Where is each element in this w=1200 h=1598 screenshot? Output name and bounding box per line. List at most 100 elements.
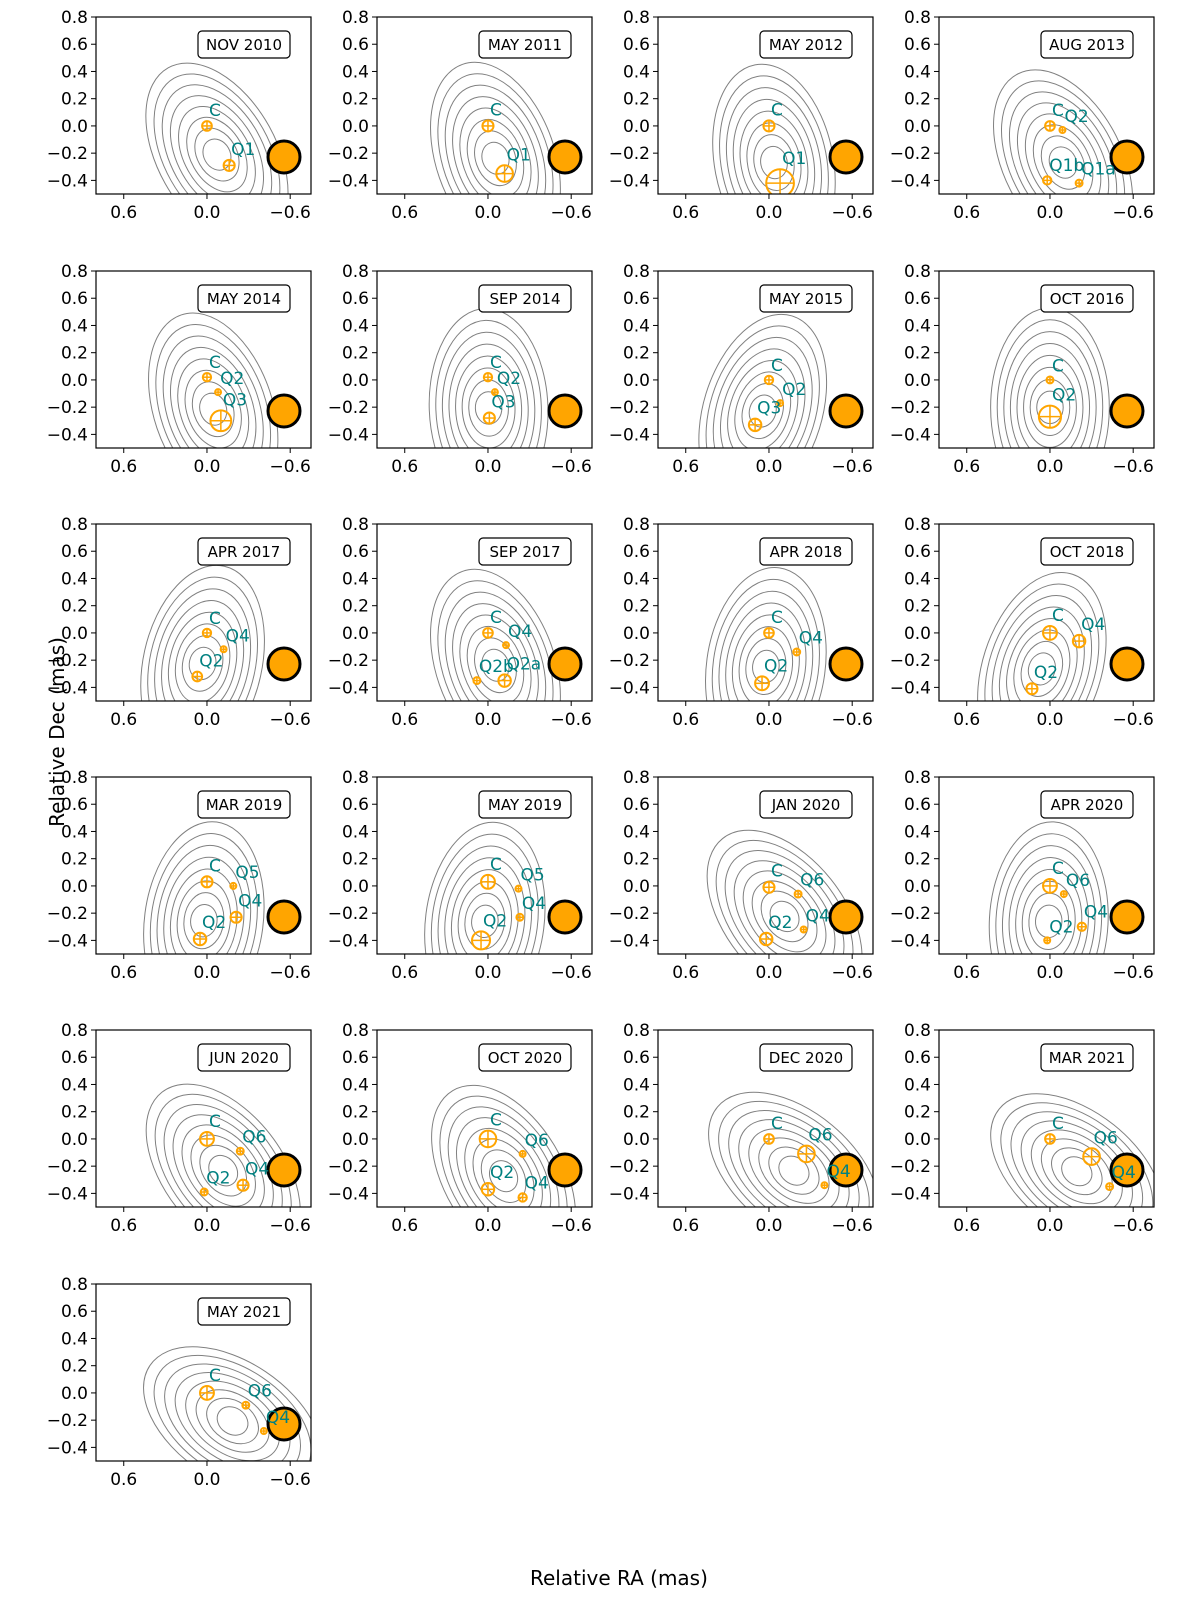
component-q4 [229, 910, 243, 924]
y-tick-label: 0.6 [904, 795, 931, 815]
contour-line [437, 73, 554, 194]
y-tick-label: −0.2 [609, 144, 650, 164]
contour-line [977, 571, 1107, 701]
y-tick-label: −0.2 [890, 1157, 931, 1177]
contour-line [154, 588, 252, 701]
contour-line [1013, 629, 1071, 701]
component-q2 [490, 388, 499, 397]
plot-area [430, 568, 583, 701]
y-tick-label: 0.0 [623, 1130, 650, 1150]
plot-area [990, 1093, 1154, 1207]
epoch-label: JAN 2020 [771, 796, 841, 814]
y-tick-label: −0.2 [47, 1157, 88, 1177]
y-tick-label: 0.8 [904, 768, 931, 788]
plot-area [706, 829, 864, 954]
component-q6 [241, 1400, 251, 1410]
y-tick-label: −0.4 [890, 425, 931, 445]
component-q4 [1105, 1182, 1115, 1192]
x-tick-label: 0.6 [672, 457, 699, 477]
component-q2 [1043, 936, 1052, 945]
contour-line [724, 850, 845, 954]
component-q2 [1037, 404, 1063, 429]
component-label: Q4 [1084, 903, 1108, 923]
x-tick-label: 0.6 [953, 1216, 980, 1236]
x-tick-label: −0.6 [270, 203, 311, 223]
component-label: Q6 [1066, 871, 1090, 891]
component-c [201, 120, 213, 132]
contour-line [993, 69, 1134, 194]
x-tick-label: −0.6 [832, 1216, 873, 1236]
component-label: C [771, 1114, 783, 1134]
component-q6 [793, 889, 803, 899]
y-tick-label: 0.6 [342, 542, 369, 562]
beam-ellipse [1109, 1152, 1145, 1188]
contour-line [718, 1100, 870, 1207]
contour-line [428, 307, 549, 448]
y-tick-label: 0.6 [342, 35, 369, 55]
y-tick-label: −0.4 [47, 678, 88, 698]
axes-frame [376, 16, 593, 195]
epoch-label-box [478, 1043, 572, 1072]
contour-line [728, 1110, 860, 1207]
y-tick-label: 0.0 [342, 1130, 369, 1150]
y-tick-label: 0.0 [342, 371, 369, 391]
contour-line [1024, 113, 1102, 194]
contour-line [439, 1095, 568, 1207]
y-tick-label: 0.6 [904, 35, 931, 55]
y-axis-title: Relative Dec (mas) [45, 637, 69, 827]
epoch-label: SEP 2014 [490, 290, 561, 308]
component-label: Q4 [238, 892, 262, 912]
x-tick-label: −0.6 [551, 1216, 592, 1236]
component-c [763, 627, 775, 639]
contour-line [984, 583, 1100, 701]
y-tick-label: 0.2 [904, 850, 931, 870]
contour-line [199, 392, 228, 426]
x-tick-label: 0.0 [1036, 963, 1063, 983]
contour-line [444, 857, 526, 954]
y-tick-label: 0.4 [904, 822, 931, 842]
component-q4 [792, 647, 802, 657]
axes-frame [938, 16, 1155, 195]
component-q1 [765, 168, 795, 194]
y-tick-label: −0.2 [609, 398, 650, 418]
beam-ellipse [266, 1152, 302, 1188]
component-label: Q6 [800, 871, 824, 891]
epoch-label-box [759, 537, 853, 566]
y-tick-label: 0.2 [342, 597, 369, 617]
component-q1b [1042, 175, 1053, 186]
x-tick-label: −0.6 [551, 963, 592, 983]
x-tick-label: −0.6 [270, 710, 311, 730]
y-tick-label: 0.6 [61, 289, 88, 309]
plot-area [698, 313, 864, 448]
y-tick-label: 0.4 [904, 316, 931, 336]
axes-frame [376, 1029, 593, 1208]
beam-ellipse [828, 1152, 864, 1188]
component-q2 [1025, 682, 1039, 696]
component-q2 [192, 931, 208, 947]
plot-area [424, 821, 583, 954]
contour-line [738, 626, 794, 701]
y-tick-label: 0.2 [904, 597, 931, 617]
contour-line [719, 348, 806, 448]
x-tick-label: 0.6 [110, 1470, 137, 1490]
contour-line [1020, 1120, 1133, 1207]
y-tick-label: 0.8 [342, 515, 369, 535]
component-label: C [771, 356, 783, 376]
component-label: C [1052, 859, 1064, 879]
x-tick-label: 0.0 [755, 457, 782, 477]
y-tick-label: 0.0 [623, 117, 650, 137]
contour-line [1030, 1129, 1123, 1207]
axes-frame [938, 1029, 1155, 1208]
axes-frame [95, 1283, 312, 1462]
y-tick-label: 0.0 [623, 371, 650, 391]
component-label: C [209, 609, 221, 629]
y-tick-label: −0.4 [47, 425, 88, 445]
component-label: C [490, 855, 502, 875]
axes-frame [657, 270, 874, 449]
contour-line [155, 324, 272, 448]
y-tick-label: 0.4 [623, 62, 650, 82]
plot-area [990, 307, 1145, 448]
contour-line [452, 603, 539, 701]
